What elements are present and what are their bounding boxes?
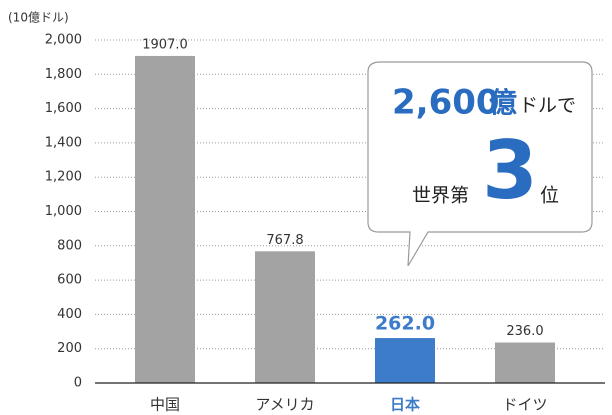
y-tick-label: 1,000 [45, 204, 82, 219]
value-label: 1907.0 [142, 37, 188, 52]
y-tick-label: 200 [57, 341, 82, 356]
y-tick-label: 800 [57, 238, 82, 253]
unit-label: (10億ドル) [8, 11, 69, 25]
plot: 0 200 400 600 800 1,000 1,200 1,400 1,600 1,800 2,… [45, 33, 605, 414]
x-tick-label: ドイツ [502, 396, 547, 414]
y-tick-label: 0 [74, 376, 82, 391]
x-tick-label: 中国 [150, 396, 180, 414]
callout: 2,600 億 ドルで 世界第 3 位 [367, 61, 593, 267]
bar [375, 338, 435, 383]
y-tick-label: 1,600 [45, 101, 82, 116]
value-label: 262.0 [375, 313, 435, 335]
y-tick-label: 600 [57, 273, 82, 288]
bar [495, 342, 555, 383]
bar [135, 55, 195, 384]
y-tick-label: 1,400 [45, 135, 82, 150]
x-tick-label: アメリカ [255, 396, 314, 414]
y-tick-label: 400 [57, 307, 82, 322]
x-tick-label: 日本 [390, 396, 420, 414]
callout-amount: 2,600 [392, 83, 500, 123]
value-label: 236.0 [506, 324, 543, 339]
bar [255, 251, 315, 383]
y-tick-label: 1,800 [45, 67, 82, 82]
callout-rank: 3 [482, 124, 538, 217]
value-label: 767.8 [266, 233, 303, 248]
callout-box [367, 61, 593, 267]
callout-amount-unit: 億 [489, 86, 517, 119]
y-tick-label: 1,200 [45, 170, 82, 185]
callout-amount-suffix: ドルで [519, 95, 576, 117]
callout-rank-suffix: 位 [540, 185, 559, 207]
y-tick-label: 2,000 [45, 33, 82, 48]
callout-rank-prefix: 世界第 [412, 185, 469, 207]
